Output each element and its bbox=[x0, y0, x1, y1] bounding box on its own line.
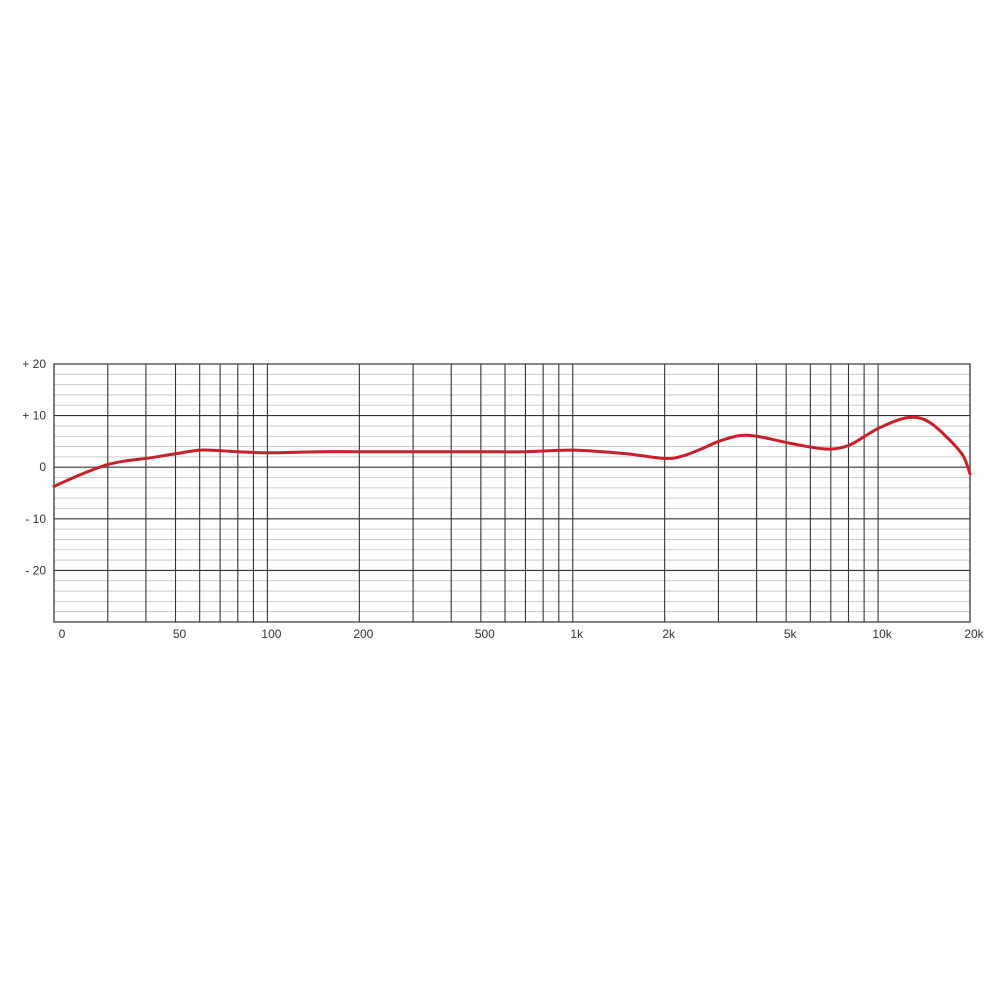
series-layer bbox=[52, 415, 972, 488]
x-tick-label: 10k bbox=[872, 627, 892, 641]
x-tick-label: 1k bbox=[570, 627, 584, 641]
x-tick-label: 2k bbox=[662, 627, 676, 641]
x-tick-label: 500 bbox=[475, 627, 495, 641]
response-curve bbox=[52, 415, 972, 488]
y-tick-label: + 10 bbox=[22, 409, 46, 423]
major-gridlines bbox=[54, 363, 970, 623]
y-tick-label: - 10 bbox=[25, 512, 46, 526]
x-tick-label: 20k bbox=[964, 627, 984, 641]
y-tick-labels: + 20 + 10 0 - 10 - 20 bbox=[22, 357, 46, 577]
y-tick-label: 0 bbox=[39, 460, 46, 474]
x-tick-label: 50 bbox=[173, 627, 187, 641]
x-tick-label: 0 bbox=[59, 627, 66, 641]
x-tick-label: 5k bbox=[784, 627, 798, 641]
x-tick-label: 200 bbox=[353, 627, 373, 641]
x-tick-labels: 0 50 100 200 500 1k 2k 5k 10k 20k bbox=[59, 627, 985, 641]
minor-gridlines bbox=[54, 373, 970, 613]
y-tick-label: - 20 bbox=[25, 563, 46, 577]
y-tick-label: + 20 bbox=[22, 357, 46, 371]
vertical-gridlines bbox=[53, 364, 971, 622]
x-tick-label: 100 bbox=[261, 627, 281, 641]
plot-frame bbox=[53, 363, 971, 623]
